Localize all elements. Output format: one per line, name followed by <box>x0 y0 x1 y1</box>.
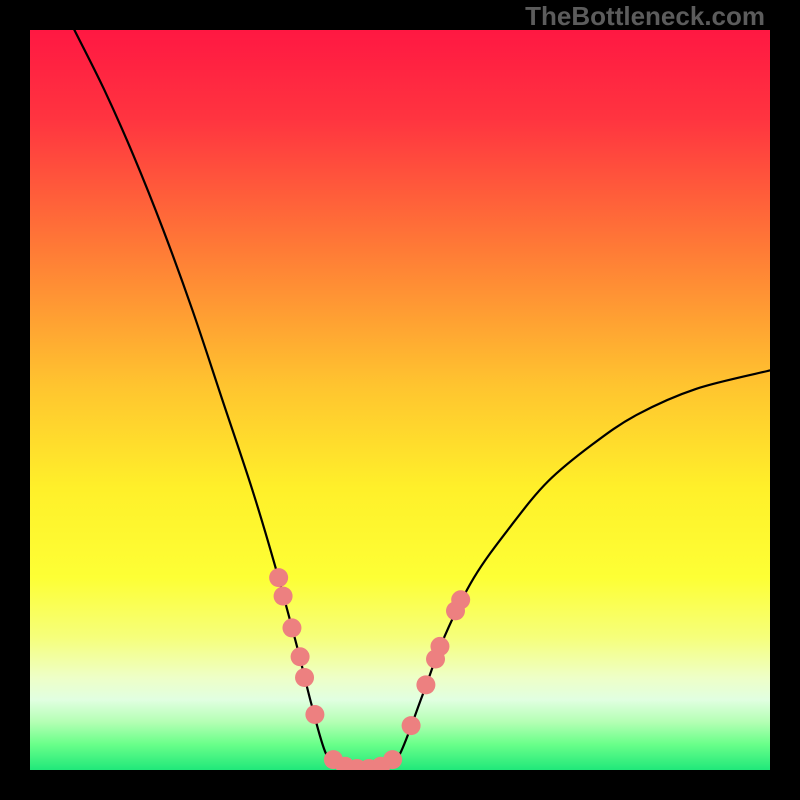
gpu-marker <box>451 590 470 609</box>
gpu-marker <box>291 647 310 666</box>
watermark-text: TheBottleneck.com <box>525 1 765 31</box>
chart-plot-background <box>30 30 770 770</box>
gpu-marker <box>269 568 288 587</box>
gpu-marker <box>416 675 435 694</box>
gpu-marker <box>295 668 314 687</box>
gpu-marker <box>282 618 301 637</box>
gpu-marker <box>383 750 402 769</box>
gpu-marker <box>430 637 449 656</box>
bottleneck-chart: TheBottleneck.com <box>0 0 800 800</box>
gpu-marker <box>305 705 324 724</box>
gpu-marker <box>274 587 293 606</box>
gpu-marker <box>402 716 421 735</box>
